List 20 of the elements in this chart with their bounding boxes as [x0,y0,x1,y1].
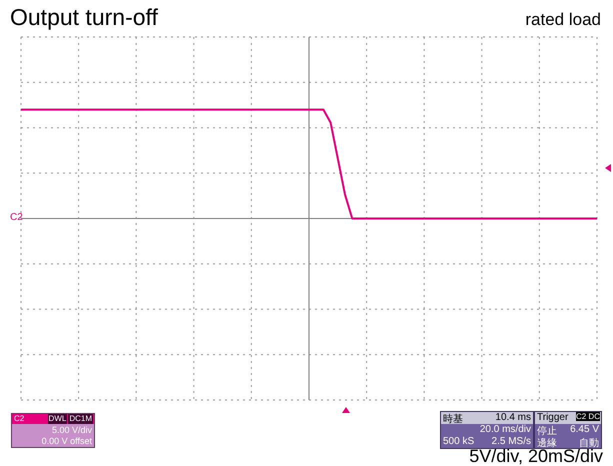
text: 6.45 V [570,424,599,435]
text: 5V/div, 20mS/div [469,446,603,466]
text: rated load [525,10,601,30]
text: C2 [14,414,26,424]
text: 停止 [537,424,557,438]
text: C2 DC [576,412,600,421]
text: 10.4 ms [495,412,531,423]
text: DC1M [68,414,93,424]
chart-title: Output turn-off [10,4,158,31]
text: 0.00 V offset [42,436,92,446]
annotation: C2 [10,212,23,223]
text: 20.0 ms/div [480,424,531,435]
text: 邊緣 [537,436,557,449]
text: 500 kS [443,436,474,447]
text: 自動 [579,437,599,449]
text: 時基 [443,412,463,426]
text: Trigger [537,412,568,423]
text: 2.5 MS/s [492,436,531,447]
text: 5.00 V/div [52,425,92,435]
text: DWL [48,414,68,424]
